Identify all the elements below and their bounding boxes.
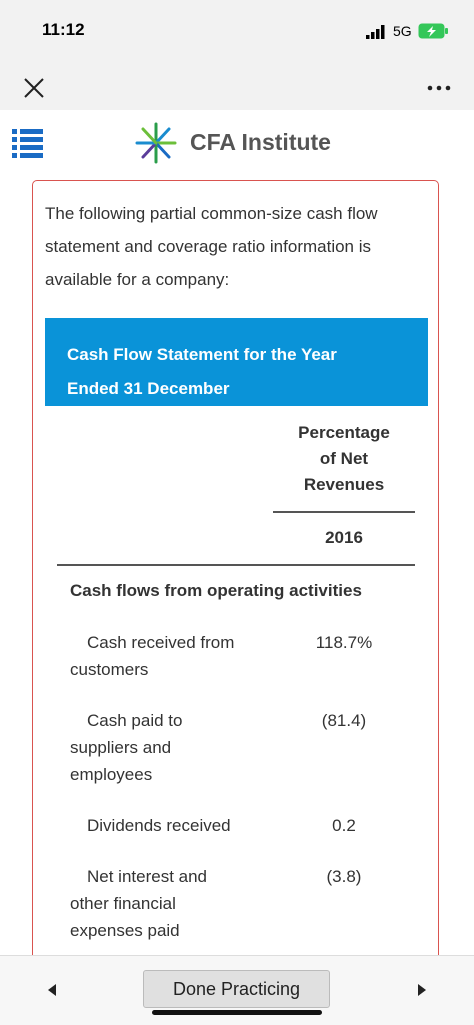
- row-label: Dividends received: [87, 816, 231, 835]
- column-year: 2016: [325, 528, 363, 547]
- question-card: [32, 180, 439, 980]
- more-button[interactable]: [426, 84, 452, 92]
- header-rule: [273, 511, 415, 513]
- prev-button[interactable]: [46, 983, 58, 997]
- row-value: 0.2: [332, 816, 356, 835]
- signal-icon: [366, 25, 385, 39]
- clock: 11:12: [42, 20, 85, 39]
- table-rule: [57, 564, 415, 566]
- row-label: Cash received from customers: [70, 633, 235, 679]
- menu-button[interactable]: [12, 127, 44, 161]
- close-button[interactable]: [22, 76, 46, 100]
- cfa-logo: [135, 122, 177, 164]
- row-value: (81.4): [321, 711, 367, 730]
- row-value: (3.8): [326, 867, 362, 886]
- brand-name: CFA Institute: [190, 129, 331, 155]
- battery-icon: [418, 23, 448, 39]
- section-heading: Cash flows from operating activities: [70, 581, 362, 600]
- next-button[interactable]: [416, 983, 428, 997]
- table-title: Cash Flow Statement for the Year Ended 3…: [67, 345, 337, 398]
- row-label: Net interest and other financial expense…: [70, 867, 208, 940]
- column-header: Percentage of Net Revenues: [298, 423, 390, 494]
- row-label: Cash paid to suppliers and employees: [70, 711, 183, 784]
- status-bar: [0, 0, 474, 110]
- table-title-box: [45, 318, 428, 406]
- done-button[interactable]: Done Practicing: [143, 970, 330, 1008]
- row-value: 118.7%: [315, 633, 373, 652]
- question-intro: The following partial common-size cash f…: [45, 204, 378, 289]
- home-indicator: [152, 1010, 322, 1015]
- network-type: 5G: [393, 23, 412, 39]
